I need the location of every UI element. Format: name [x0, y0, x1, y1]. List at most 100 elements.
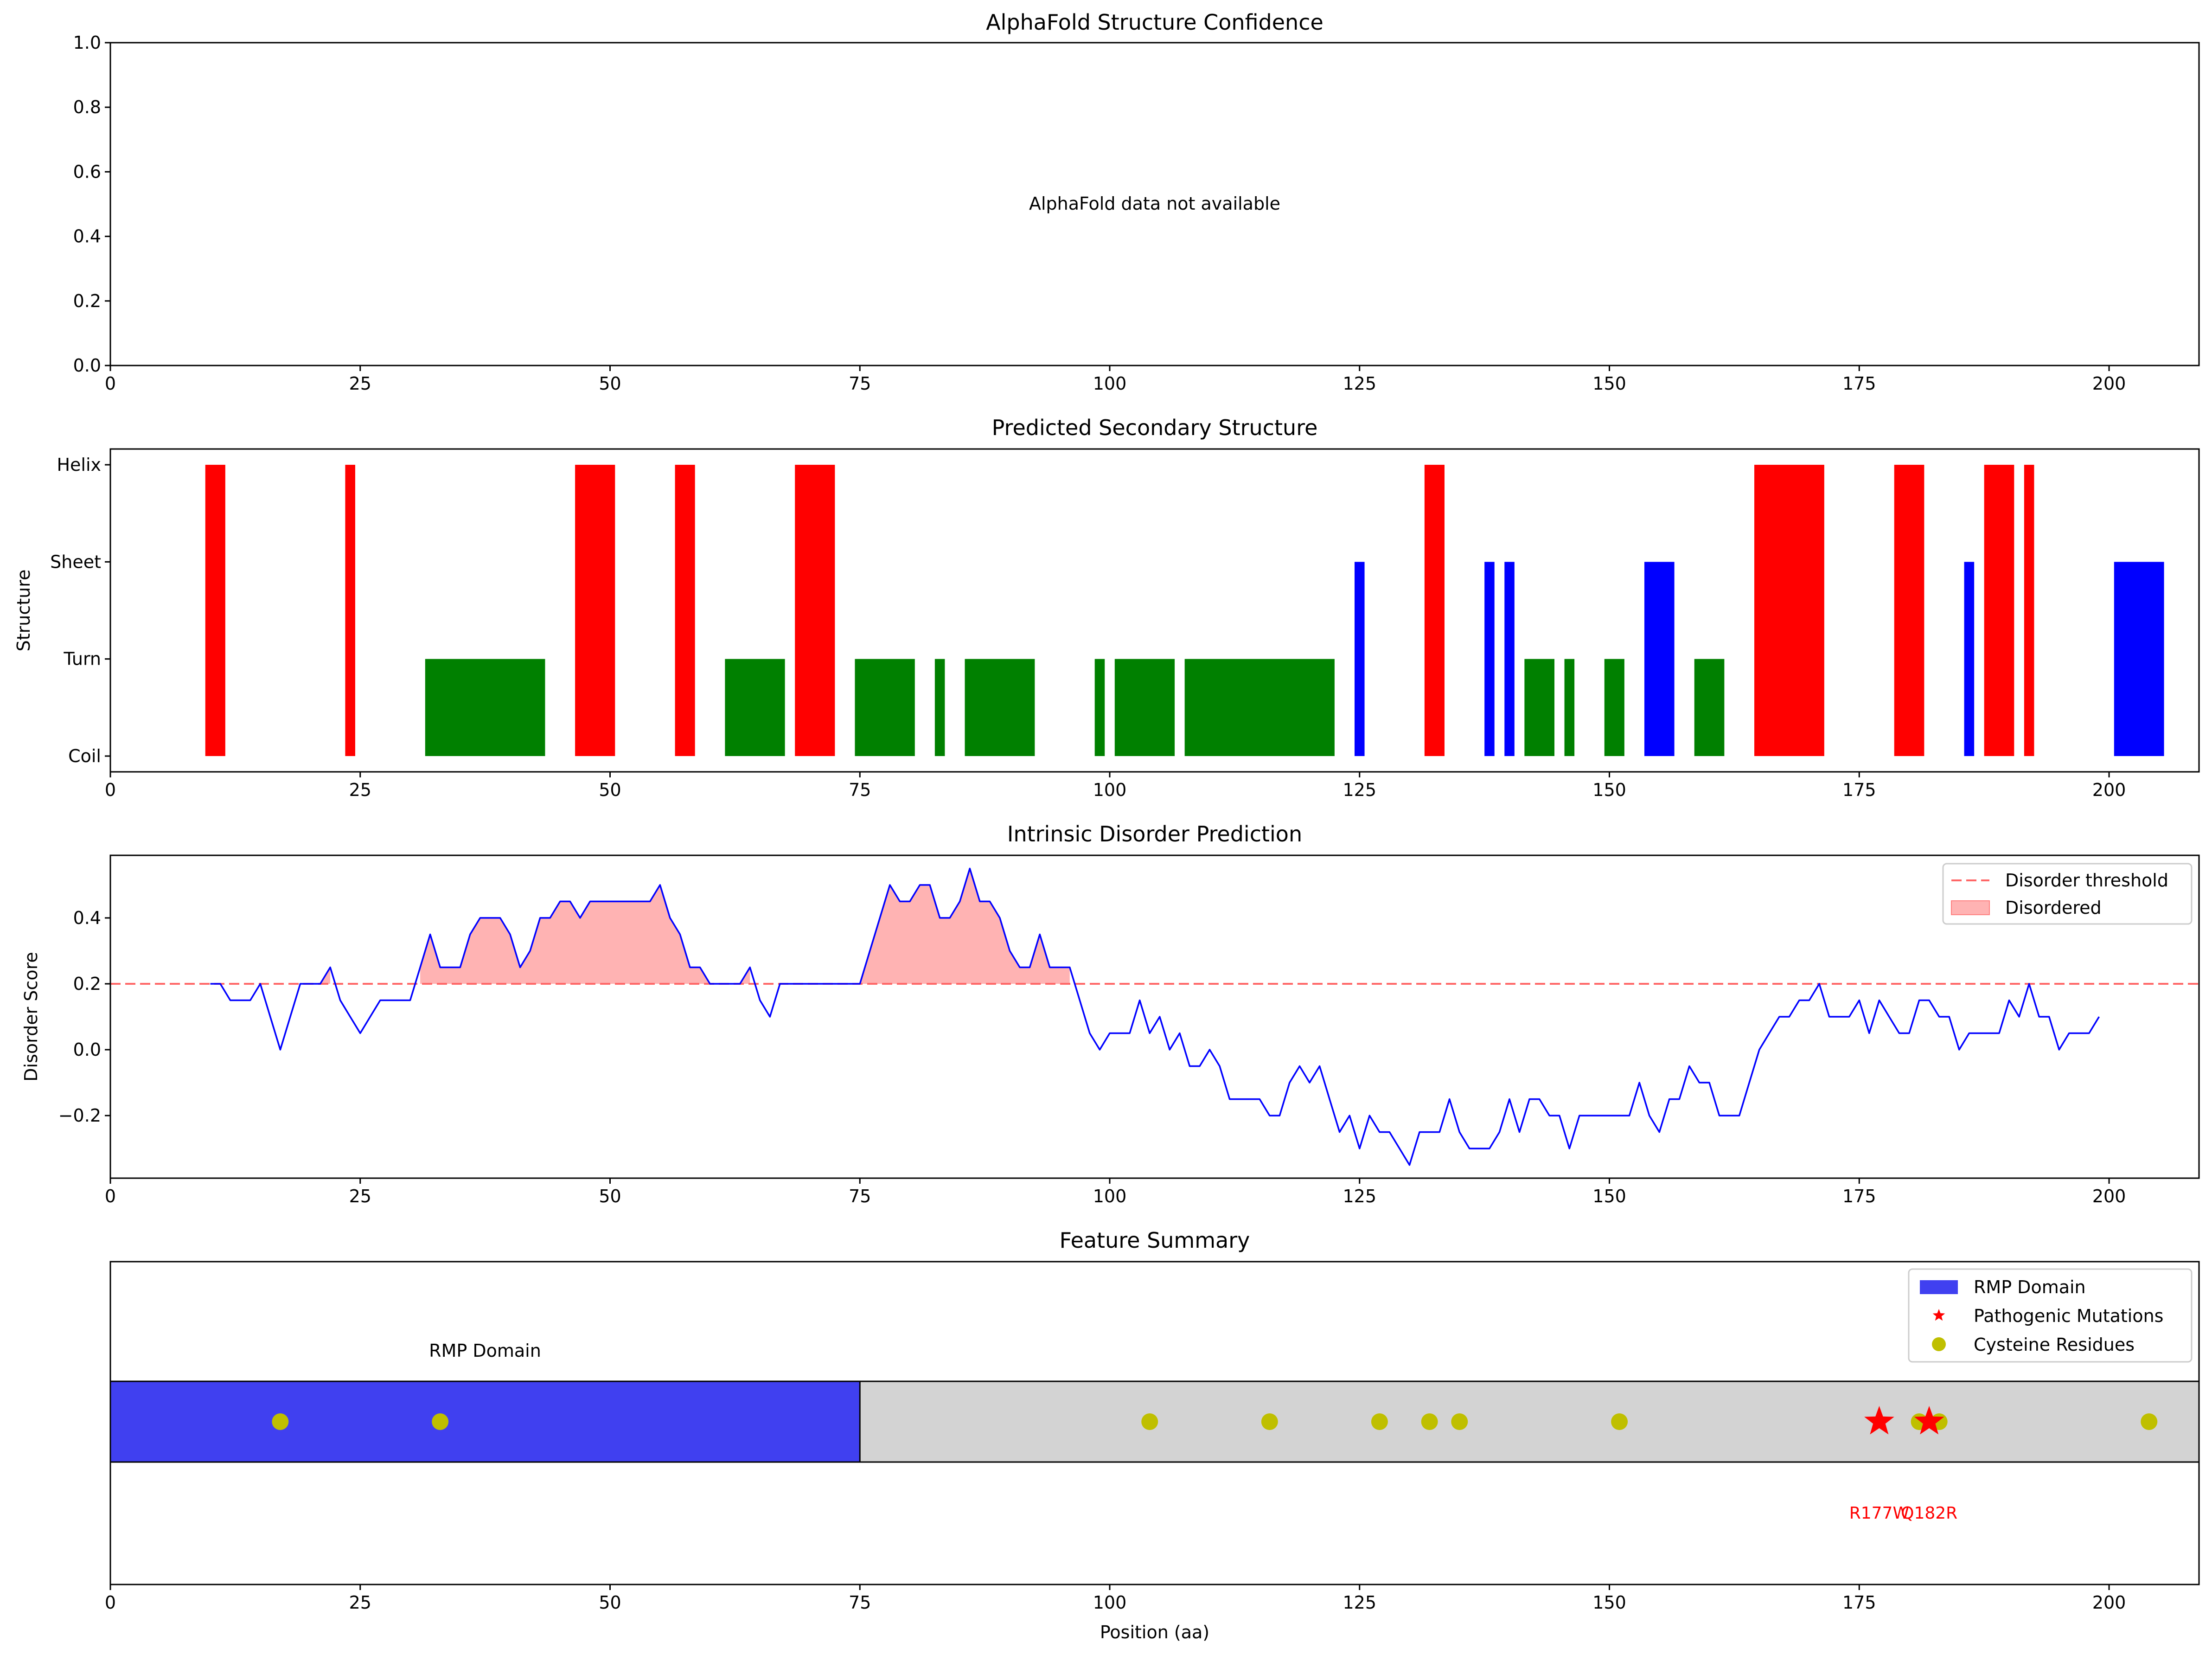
turn-segment-bar — [1564, 659, 1575, 756]
cysteine-residue-marker — [1611, 1413, 1628, 1430]
secondary-structure-plot-frame — [109, 448, 2200, 773]
x-tick-label: 100 — [1093, 780, 1127, 800]
helix-segment-bar — [345, 465, 355, 756]
legend-disordered-swatch — [1951, 900, 1990, 915]
x-tick-label: 25 — [349, 1186, 371, 1206]
turn-segment-bar — [425, 659, 545, 756]
x-tick-label: 50 — [599, 1186, 621, 1206]
disorder-legend: Disorder threshold Disordered — [1942, 863, 2193, 925]
x-tick-label: 200 — [2092, 373, 2126, 394]
turn-segment-bar — [934, 659, 945, 756]
x-tick-label: 0 — [105, 373, 116, 394]
helix-segment-bar — [675, 465, 695, 756]
x-tick-label: 0 — [105, 1592, 116, 1613]
x-tick-label: 50 — [599, 780, 621, 800]
y-tick-label: 0.0 — [73, 355, 101, 376]
y-tick-label: 0.4 — [73, 226, 101, 247]
x-tick-label: 200 — [2092, 1186, 2126, 1206]
legend-cysteines-label: Cysteine Residues — [1974, 1334, 2135, 1355]
turn-segment-bar — [1094, 659, 1105, 756]
x-tick-label: 125 — [1343, 1592, 1377, 1613]
structure-level-label: Helix — [57, 455, 101, 475]
disorder-score-line — [210, 867, 2100, 1166]
x-tick-label: 75 — [849, 780, 871, 800]
legend-threshold-label: Disorder threshold — [2005, 870, 2168, 891]
x-tick-label: 75 — [849, 1186, 871, 1206]
disordered-region — [780, 868, 1070, 984]
helix-segment-bar — [205, 465, 225, 756]
cysteine-residue-marker — [1451, 1413, 1468, 1430]
sheet-segment-bar — [1355, 562, 1365, 756]
turn-segment-bar — [1184, 659, 1335, 756]
secondary-structure-panel-title: Predicted Secondary Structure — [992, 415, 1318, 440]
x-tick-label: 125 — [1343, 1186, 1377, 1206]
secondary-structure-bars — [205, 465, 2164, 756]
x-tick-label: 150 — [1592, 1592, 1626, 1613]
rmp-domain-label: RMP Domain — [429, 1341, 541, 1361]
x-tick-label: 50 — [599, 373, 621, 394]
turn-segment-bar — [1694, 659, 1725, 756]
disordered-region — [300, 967, 331, 984]
x-tick-label: 125 — [1343, 780, 1377, 800]
disorder-legend-box — [1942, 863, 2193, 925]
disorder-axis-ticks: 0 25 50 75 100 125 150 175 200 −0.2 0.0 0.2 0.4 — [58, 908, 2126, 1206]
y-tick-label: 1.0 — [73, 32, 101, 53]
mutation-label: Q182R — [1901, 1504, 1957, 1523]
x-tick-label: 150 — [1592, 780, 1626, 800]
y-tick-label: 0.6 — [73, 161, 101, 182]
x-tick-label: 100 — [1093, 373, 1127, 394]
x-tick-label: 125 — [1343, 373, 1377, 394]
helix-segment-bar — [1894, 465, 1924, 756]
x-tick-label: 100 — [1093, 1592, 1127, 1613]
secondary-structure-y-axis-label: Structure — [13, 570, 34, 652]
cysteine-residue-marker — [432, 1413, 449, 1430]
sheet-segment-bar — [1484, 562, 1495, 756]
cysteine-residue-marker — [1261, 1413, 1278, 1430]
legend-rmp-domain-label: RMP Domain — [1974, 1277, 2086, 1297]
disorder-y-axis-label: Disorder Score — [21, 952, 41, 1081]
turn-segment-bar — [965, 659, 1035, 756]
x-tick-label: 25 — [349, 373, 371, 394]
sheet-segment-bar — [1644, 562, 1675, 756]
disorder-panel-title: Intrinsic Disorder Prediction — [1007, 821, 1302, 847]
x-tick-label: 175 — [1842, 1592, 1876, 1613]
alphafold-panel-title: AlphaFold Structure Confidence — [986, 10, 1323, 35]
x-tick-label: 50 — [599, 1592, 621, 1613]
structure-level-label: Turn — [63, 649, 101, 669]
cysteine-residue-marker — [272, 1413, 289, 1430]
helix-segment-bar — [1984, 465, 2014, 756]
helix-segment-bar — [2024, 465, 2034, 756]
x-tick-label: 150 — [1592, 373, 1626, 394]
sheet-segment-bar — [1964, 562, 1975, 756]
feature-summary-plot-frame — [109, 1261, 2200, 1585]
alphafold-unavailable-message: AlphaFold data not available — [1029, 193, 1280, 214]
x-tick-label: 25 — [349, 780, 371, 800]
turn-segment-bar — [725, 659, 785, 756]
feature-summary-axis-ticks: 0 25 50 75 100 125 150 175 200 — [105, 1584, 2126, 1613]
legend-disordered-label: Disordered — [2005, 898, 2102, 918]
legend-cysteine-swatch — [1932, 1337, 1946, 1351]
y-tick-label: 0.2 — [73, 974, 101, 994]
alphafold-confidence-panel: AlphaFold Structure Confidence AlphaFold… — [73, 10, 2200, 394]
turn-segment-bar — [1604, 659, 1624, 756]
helix-segment-bar — [1424, 465, 1445, 756]
structure-level-label: Coil — [68, 746, 101, 766]
x-tick-label: 175 — [1842, 373, 1876, 394]
feature-summary-legend: RMP Domain Pathogenic Mutations Cysteine… — [1908, 1268, 2193, 1363]
x-tick-label: 175 — [1842, 780, 1876, 800]
disorder-panel: Intrinsic Disorder Prediction Disorder S… — [21, 821, 2200, 1206]
mutation-label: R177W — [1849, 1504, 1909, 1523]
alphafold-plot-frame — [109, 42, 2200, 366]
x-tick-label: 175 — [1842, 1186, 1876, 1206]
x-tick-label: 100 — [1093, 1186, 1127, 1206]
x-tick-label: 0 — [105, 1186, 116, 1206]
y-tick-label: 0.2 — [73, 291, 101, 311]
sheet-segment-bar — [2114, 562, 2164, 756]
cysteine-residue-marker — [2141, 1413, 2158, 1430]
legend-mutations-label: Pathogenic Mutations — [1974, 1306, 2163, 1326]
helix-segment-bar — [795, 465, 835, 756]
helix-segment-bar — [575, 465, 615, 756]
